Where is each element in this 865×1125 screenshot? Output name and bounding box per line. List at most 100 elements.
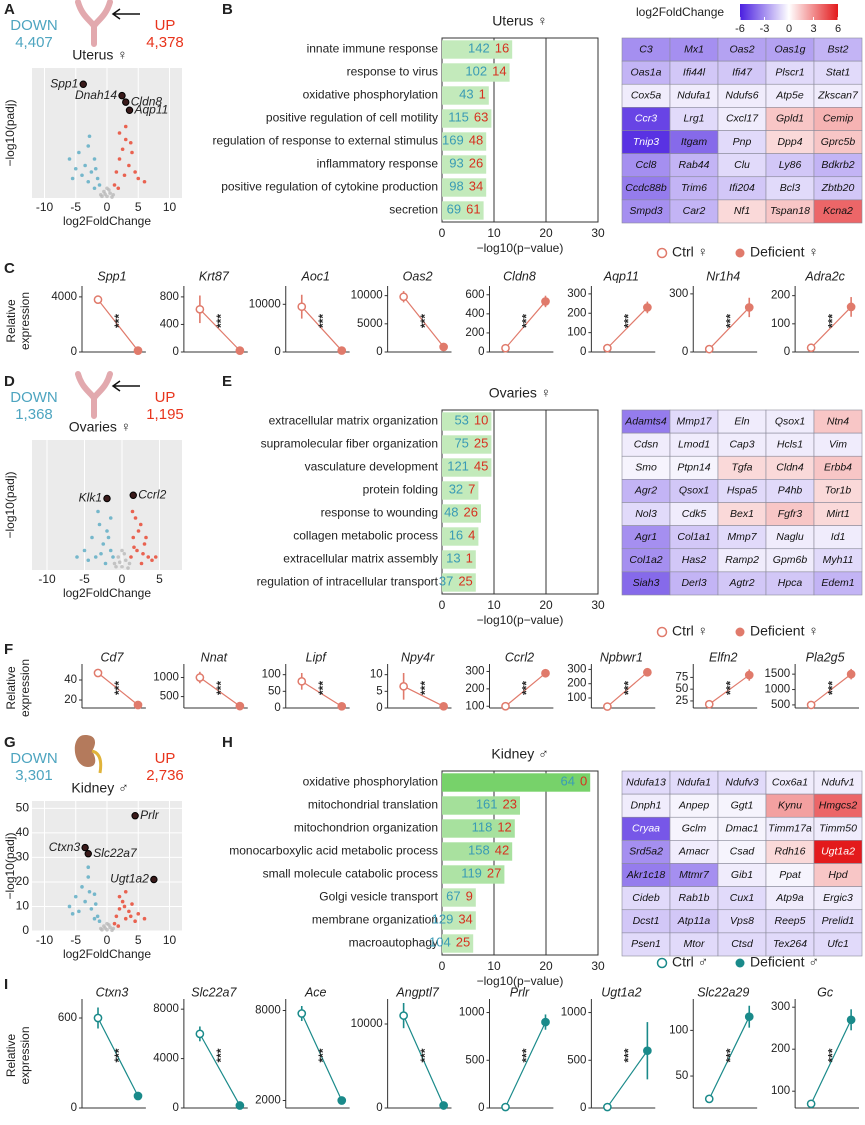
x-axis-label: −log10(p−value) <box>477 241 564 255</box>
ctrl-point <box>297 1009 307 1018</box>
significance: *** <box>520 1048 534 1062</box>
legend-deficient: Deficient ♀ <box>750 623 819 639</box>
up-count: 7 <box>468 482 475 497</box>
gene-label: P4hb <box>778 485 803 497</box>
point <box>101 542 106 546</box>
chart-title: Kidney ♂ <box>491 746 548 762</box>
bar <box>442 888 476 907</box>
highlight-point <box>125 106 134 114</box>
count-labels: 13 1 <box>446 551 473 566</box>
y-tick-label: 20 <box>16 874 30 888</box>
y-tick-label: 50 <box>675 683 688 695</box>
y-tick-label: 100 <box>669 1024 688 1036</box>
y-axis-label: expression <box>18 292 32 350</box>
legend-deficient: Deficient ♀ <box>750 244 819 260</box>
connector <box>606 671 648 708</box>
highlight-point <box>103 494 111 503</box>
highlight-point <box>81 843 89 852</box>
point <box>135 548 139 553</box>
y-tick-label: 0 <box>580 1102 586 1114</box>
point <box>114 170 119 174</box>
deficient-point <box>846 1015 856 1025</box>
y-tick-label: 100 <box>771 318 790 330</box>
category-label: extracellular matrix organization <box>269 414 438 428</box>
gene-label: Ly86 <box>779 159 802 171</box>
down-count: 37 <box>439 574 453 589</box>
point <box>116 924 121 928</box>
bar <box>442 132 487 151</box>
colorbar <box>740 4 838 20</box>
panel-label: H <box>222 734 233 751</box>
gene-label: Timm17a <box>768 823 812 835</box>
point <box>150 558 154 563</box>
point <box>103 561 108 566</box>
point <box>80 173 84 178</box>
ctrl-point <box>93 668 103 678</box>
up-count: 45 <box>474 459 488 474</box>
y-tick-label: 0 <box>376 346 382 358</box>
gene-label: Csad <box>730 846 756 858</box>
point <box>86 875 91 879</box>
point <box>86 558 91 563</box>
point <box>112 561 117 566</box>
ctrl-point <box>501 1102 510 1112</box>
uterus-icon <box>75 371 113 419</box>
down-count: 13 <box>446 551 460 566</box>
point <box>111 555 115 559</box>
down-count: 1,368 <box>15 406 53 423</box>
ctrl-point <box>603 343 612 353</box>
y-tick-label: 40 <box>16 825 30 839</box>
deficient-point <box>541 668 550 678</box>
significance: *** <box>622 1048 636 1062</box>
deficient-point <box>846 302 856 312</box>
panel-label: B <box>222 1 233 18</box>
highlight-point <box>122 98 130 106</box>
gene-title: Ace <box>304 985 327 999</box>
x-tick-label: 0 <box>104 200 111 214</box>
connector <box>199 677 241 707</box>
category-label: Golgi vesicle transport <box>319 890 438 904</box>
ctrl-point <box>93 295 103 304</box>
count-labels: 93 26 <box>449 156 483 171</box>
y-tick-label: 0 <box>376 1102 382 1114</box>
gene-label: Oas2 <box>729 43 754 55</box>
panel-label: D <box>4 373 15 390</box>
gene-label: Mx1 <box>684 43 704 55</box>
point <box>127 163 131 168</box>
arrow <box>111 380 140 392</box>
legend-deficient-marker <box>735 248 745 258</box>
y-tick-label: 1000 <box>459 1007 485 1019</box>
category-label: oxidative phosphorylation <box>303 775 438 789</box>
highlight-label: Ctxn3 <box>49 840 81 854</box>
point <box>127 561 132 566</box>
y-tick-label: 100 <box>567 692 586 704</box>
gene-label: Ccr3 <box>635 113 657 125</box>
connector <box>403 1015 445 1106</box>
deficient-point <box>439 1101 448 1110</box>
gene-label: Ccdc88b <box>625 182 667 194</box>
count-labels: 53 10 <box>454 413 488 428</box>
significance: *** <box>112 1048 126 1062</box>
y-tick-label: 300 <box>567 663 586 675</box>
point <box>86 865 91 870</box>
y-tick-label: 100 <box>465 700 484 712</box>
gene-label: Cldn4 <box>776 462 804 474</box>
plot-background <box>32 440 182 570</box>
bar <box>442 481 479 500</box>
chart-title: Uterus ♀ <box>492 13 548 29</box>
gene-label: Naglu <box>776 531 804 543</box>
y-tick-label: 25 <box>675 695 688 707</box>
ctrl-point <box>399 292 408 302</box>
gene-label: Dcst1 <box>633 915 660 927</box>
deficient-point <box>643 1046 652 1056</box>
y-tick-label: 200 <box>567 307 586 319</box>
x-tick-label: 5 <box>135 200 142 214</box>
x-tick-label: 10 <box>487 226 501 240</box>
gene-title: Angptl7 <box>395 985 439 999</box>
category-label: protein folding <box>363 483 438 497</box>
connector <box>301 306 343 351</box>
x-axis-label: log2FoldChange <box>63 214 151 228</box>
x-tick-label: -10 <box>36 933 54 947</box>
bar <box>442 458 492 477</box>
x-tick-label: -5 <box>79 572 90 586</box>
